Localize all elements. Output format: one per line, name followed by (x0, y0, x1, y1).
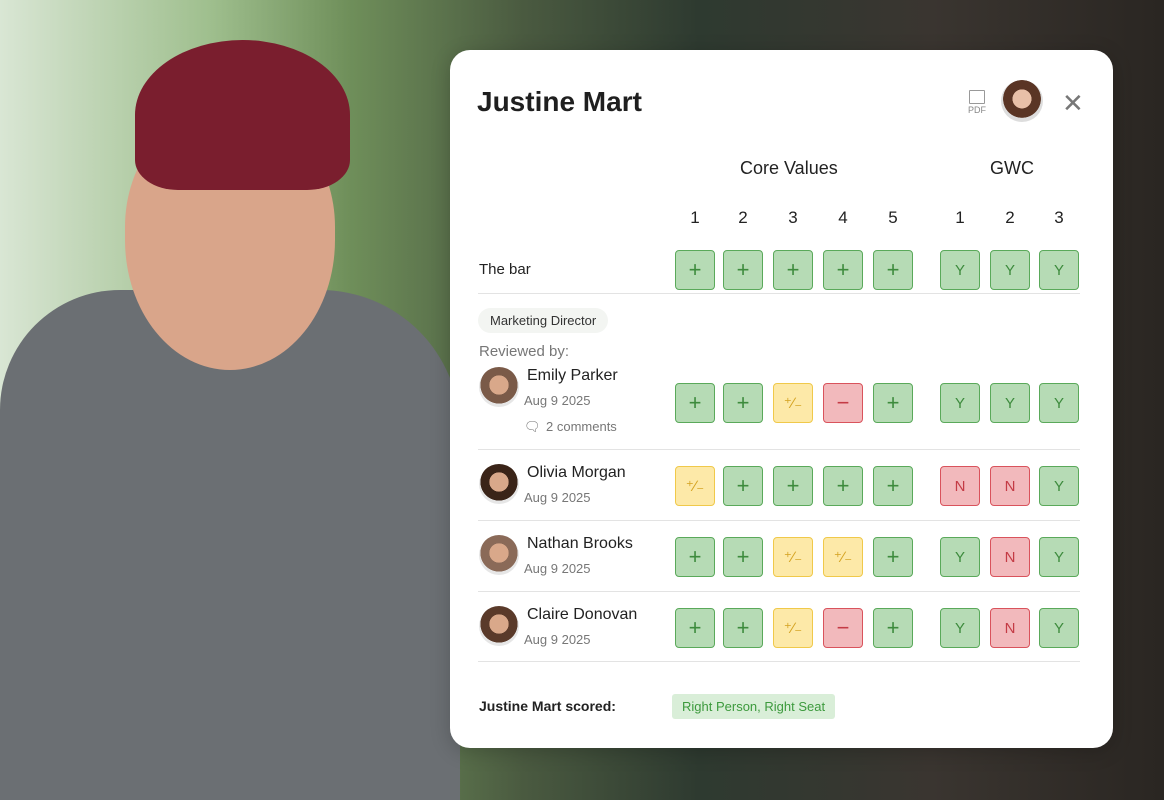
pdf-export-button[interactable]: PDF (965, 90, 989, 116)
core-value-rating-5[interactable]: + (873, 250, 913, 290)
comment-icon[interactable]: 🗨 (524, 419, 541, 434)
reviewer-date: Aug 9 2025 (524, 561, 591, 576)
core-value-rating-5[interactable]: + (873, 466, 913, 506)
core-value-rating-2[interactable]: + (723, 608, 763, 648)
reviewer-date: Aug 9 2025 (524, 632, 591, 647)
page-title: Justine Mart (477, 86, 642, 117)
core-value-number: 1 (690, 208, 700, 227)
divider (478, 661, 1080, 662)
gwc-rating-1[interactable]: Y (940, 608, 980, 648)
core-value-rating-3[interactable]: ⁺∕₋ (773, 608, 813, 648)
score-badge: Right Person, Right Seat (672, 694, 836, 719)
reviewer-avatar (479, 464, 519, 504)
comments-link[interactable]: 2 comments (546, 419, 617, 434)
gwc-rating-2[interactable]: Y (990, 250, 1030, 290)
gwc-rating-1[interactable]: N (940, 466, 980, 506)
gwc-rating-1[interactable]: Y (940, 250, 980, 290)
reviewer-name: Nathan Brooks (527, 535, 633, 552)
bar-label: The bar (479, 261, 531, 278)
core-value-number: 5 (888, 208, 898, 227)
gwc-rating-3[interactable]: Y (1039, 608, 1079, 648)
core-value-rating-5[interactable]: + (873, 608, 913, 648)
core-value-rating-1[interactable]: + (675, 537, 715, 577)
reviewer-name: Claire Donovan (527, 606, 638, 623)
gwc-rating-1[interactable]: Y (940, 537, 980, 577)
people-analyzer-card: Justine Mart PDF ✕ Core Values GWC The b… (450, 50, 1113, 748)
gwc-header: GWC (990, 158, 1034, 178)
core-value-rating-2[interactable]: + (723, 250, 763, 290)
gwc-number: 3 (1054, 208, 1064, 227)
avatar (1001, 80, 1043, 122)
core-value-rating-5[interactable]: + (873, 383, 913, 423)
core-values-header: Core Values (740, 158, 838, 178)
core-value-number: 4 (838, 208, 848, 227)
core-value-rating-4[interactable]: − (823, 608, 863, 648)
core-value-rating-4[interactable]: + (823, 466, 863, 506)
core-value-rating-3[interactable]: + (773, 250, 813, 290)
score-label: Justine Mart scored: (479, 698, 616, 714)
reviewer-name: Emily Parker (527, 367, 618, 384)
person-shirt (0, 290, 460, 800)
core-value-rating-4[interactable]: + (823, 250, 863, 290)
reviewer-date: Aug 9 2025 (524, 490, 591, 505)
reviewer-avatar (479, 535, 519, 575)
divider (478, 520, 1080, 521)
core-value-number: 2 (738, 208, 748, 227)
gwc-rating-2[interactable]: N (990, 608, 1030, 648)
reviewed-by-label: Reviewed by: (479, 343, 570, 360)
gwc-rating-2[interactable]: Y (990, 383, 1030, 423)
role-pill: Marketing Director (478, 308, 609, 333)
core-value-rating-1[interactable]: + (675, 250, 715, 290)
close-icon[interactable]: ✕ (1062, 88, 1084, 118)
reviewer-avatar (479, 606, 519, 646)
core-value-number: 3 (788, 208, 798, 227)
divider (478, 449, 1080, 450)
gwc-number: 1 (955, 208, 965, 227)
pdf-label: PDF (968, 105, 986, 115)
core-value-rating-1[interactable]: + (675, 608, 715, 648)
core-value-rating-4[interactable]: − (823, 383, 863, 423)
core-value-rating-1[interactable]: + (675, 383, 715, 423)
core-value-rating-2[interactable]: + (723, 383, 763, 423)
gwc-rating-3[interactable]: Y (1039, 466, 1079, 506)
core-value-rating-1[interactable]: ⁺∕₋ (675, 466, 715, 506)
reviewer-name: Olivia Morgan (527, 464, 626, 481)
person-cap (135, 40, 350, 190)
reviewer-avatar (479, 367, 519, 407)
gwc-rating-2[interactable]: N (990, 537, 1030, 577)
gwc-rating-2[interactable]: N (990, 466, 1030, 506)
gwc-rating-3[interactable]: Y (1039, 383, 1079, 423)
gwc-rating-1[interactable]: Y (940, 383, 980, 423)
gwc-rating-3[interactable]: Y (1039, 250, 1079, 290)
core-value-rating-3[interactable]: + (773, 466, 813, 506)
reviewer-date: Aug 9 2025 (524, 393, 591, 408)
core-value-rating-3[interactable]: ⁺∕₋ (773, 537, 813, 577)
core-value-rating-2[interactable]: + (723, 466, 763, 506)
pdf-icon (969, 90, 985, 104)
core-value-rating-3[interactable]: ⁺∕₋ (773, 383, 813, 423)
divider (478, 293, 1080, 294)
core-value-rating-5[interactable]: + (873, 537, 913, 577)
gwc-rating-3[interactable]: Y (1039, 537, 1079, 577)
core-value-rating-4[interactable]: ⁺∕₋ (823, 537, 863, 577)
gwc-number: 2 (1005, 208, 1015, 227)
divider (478, 591, 1080, 592)
core-value-rating-2[interactable]: + (723, 537, 763, 577)
